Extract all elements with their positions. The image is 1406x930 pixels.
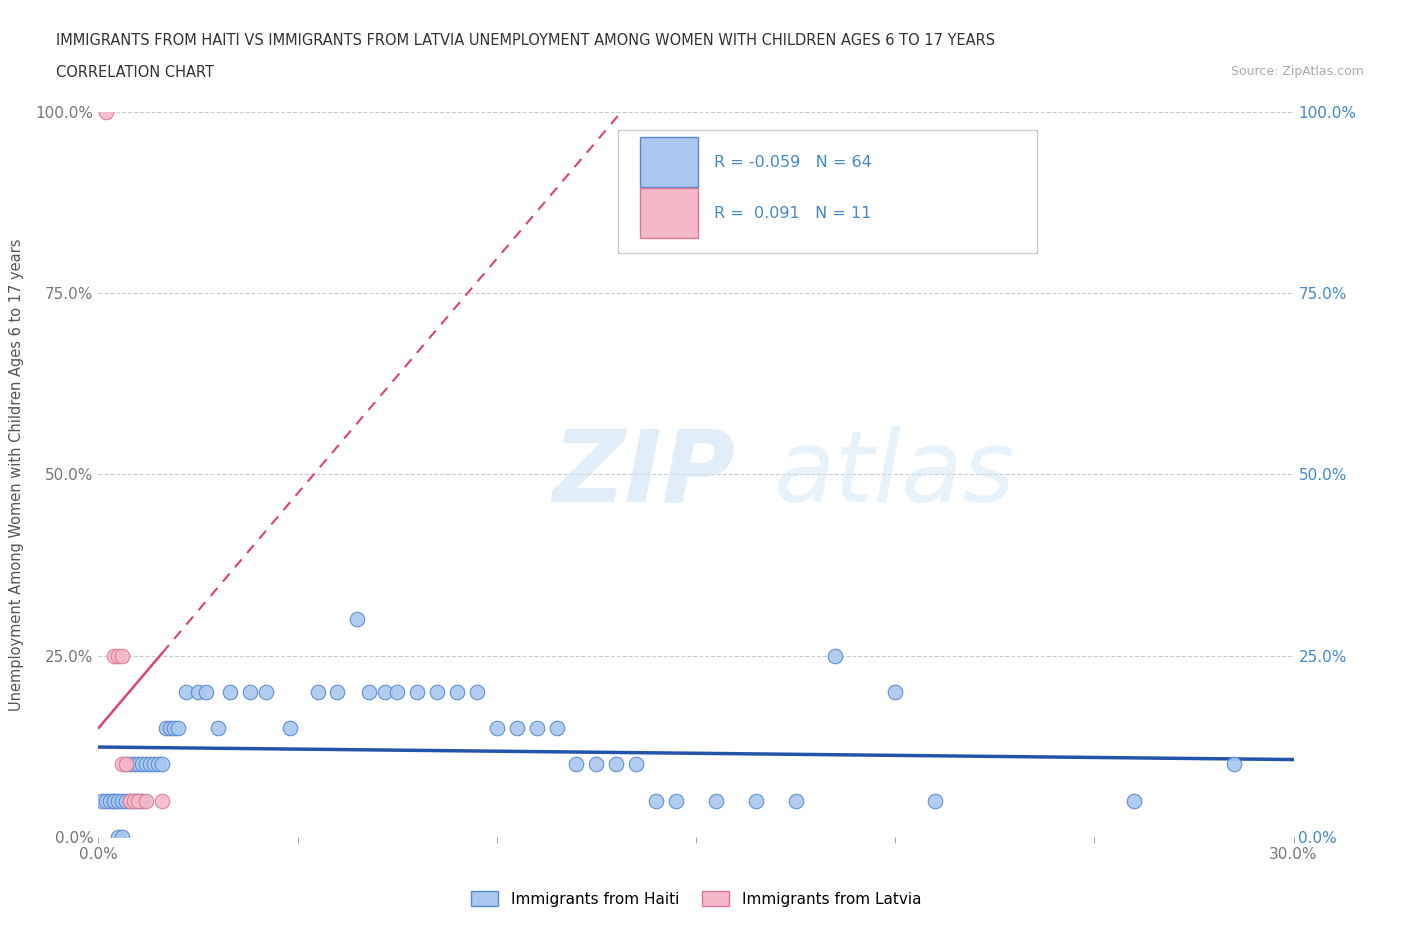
Point: [278, 721, 301, 736]
Point: [120, 757, 142, 772]
Point: [103, 793, 125, 808]
Point: [127, 793, 149, 808]
Point: [446, 684, 468, 699]
Point: [1222, 757, 1246, 772]
Point: [148, 757, 170, 772]
Point: [307, 684, 329, 699]
FancyBboxPatch shape: [619, 130, 1036, 253]
FancyBboxPatch shape: [640, 188, 699, 238]
Point: [585, 757, 607, 772]
Legend: Immigrants from Haiti, Immigrants from Latvia: Immigrants from Haiti, Immigrants from L…: [465, 884, 927, 912]
Point: [326, 684, 349, 699]
Point: [124, 757, 146, 772]
Point: [167, 721, 190, 736]
Point: [207, 721, 229, 736]
Text: IMMIGRANTS FROM HAITI VS IMMIGRANTS FROM LATVIA UNEMPLOYMENT AMONG WOMEN WITH CH: IMMIGRANTS FROM HAITI VS IMMIGRANTS FROM…: [56, 33, 995, 47]
Point: [665, 793, 688, 808]
Point: [385, 684, 409, 699]
Point: [111, 830, 134, 844]
Point: [187, 684, 209, 699]
Point: [120, 793, 142, 808]
Point: [150, 793, 173, 808]
Point: [135, 757, 157, 772]
Point: [605, 757, 627, 772]
Point: [174, 684, 197, 699]
Point: [100, 793, 122, 808]
Point: [526, 721, 548, 736]
Text: R = -0.059   N = 64: R = -0.059 N = 64: [714, 155, 872, 170]
Point: [143, 757, 166, 772]
Point: [1123, 793, 1146, 808]
Point: [115, 757, 138, 772]
Point: [115, 757, 138, 772]
Point: [924, 793, 946, 808]
Point: [406, 684, 429, 699]
Point: [91, 793, 114, 808]
Point: [254, 684, 277, 699]
Point: [124, 793, 146, 808]
Point: [107, 648, 129, 663]
Point: [107, 830, 129, 844]
Point: [96, 104, 118, 119]
Point: [135, 793, 157, 808]
Point: [785, 793, 807, 808]
Text: Source: ZipAtlas.com: Source: ZipAtlas.com: [1230, 65, 1364, 78]
Point: [163, 721, 186, 736]
Point: [127, 793, 149, 808]
FancyBboxPatch shape: [640, 138, 699, 188]
Point: [704, 793, 727, 808]
Point: [139, 757, 162, 772]
Point: [115, 793, 138, 808]
Point: [96, 793, 118, 808]
Point: [195, 684, 218, 699]
Text: R =  0.091   N = 11: R = 0.091 N = 11: [714, 206, 872, 220]
Point: [426, 684, 449, 699]
Point: [824, 648, 846, 663]
Text: CORRELATION CHART: CORRELATION CHART: [56, 65, 214, 80]
Point: [465, 684, 488, 699]
Point: [111, 648, 134, 663]
Point: [111, 757, 134, 772]
Point: [745, 793, 768, 808]
Point: [111, 793, 134, 808]
Point: [546, 721, 568, 736]
Text: atlas: atlas: [773, 426, 1015, 523]
Text: ZIP: ZIP: [553, 426, 735, 523]
Point: [346, 612, 368, 627]
Point: [107, 793, 129, 808]
Point: [884, 684, 907, 699]
Point: [359, 684, 381, 699]
Point: [239, 684, 262, 699]
Point: [155, 721, 177, 736]
Point: [485, 721, 508, 736]
Point: [124, 793, 146, 808]
Point: [219, 684, 242, 699]
Point: [374, 684, 396, 699]
Point: [645, 793, 668, 808]
Point: [626, 757, 648, 772]
Point: [120, 793, 142, 808]
Point: [565, 757, 588, 772]
Point: [150, 757, 173, 772]
Point: [131, 757, 153, 772]
Y-axis label: Unemployment Among Women with Children Ages 6 to 17 years: Unemployment Among Women with Children A…: [10, 238, 24, 711]
Point: [127, 757, 149, 772]
Point: [103, 793, 125, 808]
Point: [103, 648, 125, 663]
Point: [159, 721, 181, 736]
Point: [131, 793, 153, 808]
Point: [506, 721, 529, 736]
